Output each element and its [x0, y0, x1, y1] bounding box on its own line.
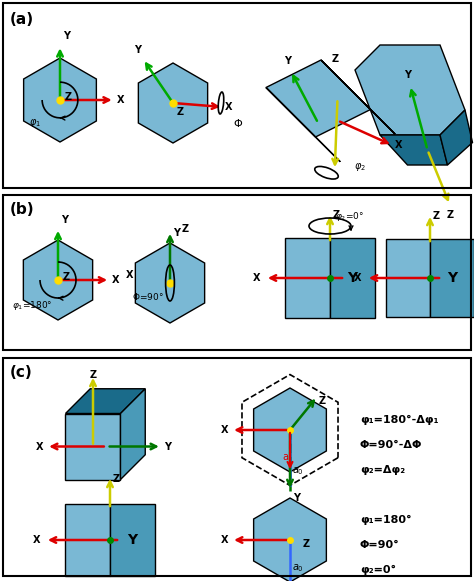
Text: X: X	[36, 442, 44, 451]
Polygon shape	[24, 58, 96, 142]
Text: X: X	[117, 95, 124, 105]
Text: Φ=90°-ΔΦ: Φ=90°-ΔΦ	[360, 440, 422, 450]
Text: X: X	[220, 535, 228, 545]
Polygon shape	[254, 498, 327, 581]
Polygon shape	[266, 88, 340, 162]
Text: Y: Y	[134, 45, 141, 55]
Text: Z: Z	[90, 370, 97, 379]
Text: Y: Y	[128, 533, 137, 547]
Bar	[110, 504, 155, 576]
Text: Y: Y	[63, 31, 70, 41]
Polygon shape	[266, 60, 371, 137]
Bar	[3, 3, 471, 188]
Text: φ₁=180°-Δφ₁: φ₁=180°-Δφ₁	[360, 415, 438, 425]
Text: X: X	[395, 140, 403, 150]
Text: Y: Y	[61, 215, 68, 225]
Text: X: X	[220, 425, 228, 435]
Text: Z: Z	[433, 211, 440, 221]
Polygon shape	[321, 60, 395, 134]
Text: $\Phi$: $\Phi$	[233, 117, 243, 129]
Text: (c): (c)	[10, 365, 33, 380]
Text: Z: Z	[65, 92, 72, 102]
Bar	[386, 239, 430, 317]
Bar	[65, 504, 110, 576]
Text: Z: Z	[333, 210, 340, 220]
Polygon shape	[440, 110, 473, 165]
Text: Z: Z	[447, 210, 454, 220]
Polygon shape	[23, 240, 92, 320]
Text: Z: Z	[302, 539, 310, 549]
Text: Z: Z	[331, 55, 338, 64]
Text: $a_0$: $a_0$	[292, 562, 304, 574]
Text: (b): (b)	[10, 202, 35, 217]
Text: φ₂=0°: φ₂=0°	[360, 565, 396, 575]
Text: X: X	[33, 535, 40, 545]
Polygon shape	[138, 63, 208, 143]
Text: $\varphi_1$=180°: $\varphi_1$=180°	[12, 299, 53, 313]
Bar	[430, 239, 474, 317]
Text: Z: Z	[63, 272, 70, 282]
Bar	[330, 238, 375, 318]
Text: X: X	[112, 275, 119, 285]
Text: X: X	[253, 273, 260, 283]
Bar	[3, 358, 471, 576]
Polygon shape	[254, 388, 327, 472]
Polygon shape	[65, 414, 120, 479]
Text: Z: Z	[113, 474, 120, 484]
Text: $a_0$: $a_0$	[292, 465, 304, 478]
Text: Z: Z	[177, 107, 184, 117]
Text: Z: Z	[182, 224, 189, 234]
Text: $\Phi$=90°: $\Phi$=90°	[132, 292, 164, 303]
Text: X: X	[354, 273, 361, 283]
Text: X: X	[126, 270, 134, 280]
Text: $\varphi_2$=0°: $\varphi_2$=0°	[335, 210, 364, 223]
Text: Y: Y	[293, 493, 300, 503]
Text: Φ=90°: Φ=90°	[360, 540, 400, 550]
Text: Y: Y	[347, 271, 357, 285]
Bar	[3, 195, 471, 350]
Text: X: X	[225, 102, 233, 112]
Text: Y: Y	[164, 442, 172, 451]
Polygon shape	[380, 135, 447, 165]
Text: φ₂=Δφ₂: φ₂=Δφ₂	[360, 465, 405, 475]
Text: φ₁=180°: φ₁=180°	[360, 515, 411, 525]
Polygon shape	[355, 45, 465, 135]
Text: $\varphi_2$: $\varphi_2$	[354, 162, 366, 173]
Text: Y: Y	[173, 228, 180, 238]
Text: Z: Z	[319, 396, 326, 406]
Text: Y: Y	[447, 271, 457, 285]
Text: (a): (a)	[10, 12, 34, 27]
Text: $\varphi_1$: $\varphi_1$	[29, 117, 41, 129]
Text: Y: Y	[284, 56, 292, 66]
Text: Y: Y	[404, 70, 411, 80]
Polygon shape	[136, 243, 205, 323]
Text: a: a	[282, 452, 288, 462]
Bar	[285, 238, 330, 318]
Polygon shape	[65, 389, 145, 414]
Polygon shape	[120, 389, 145, 479]
